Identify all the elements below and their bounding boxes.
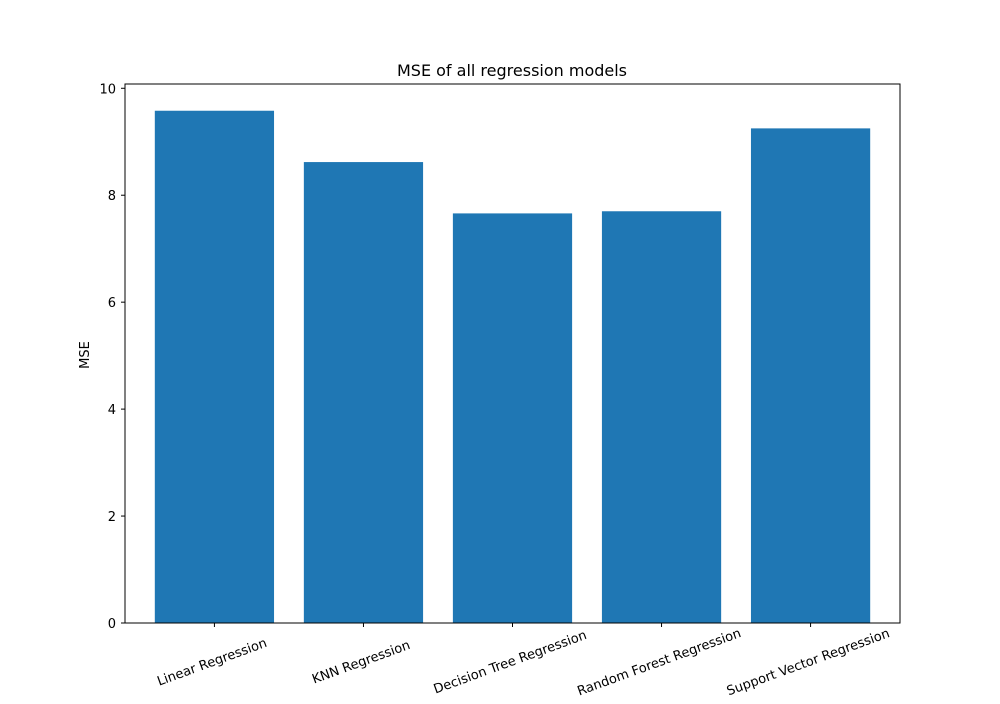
x-tick-label-0: Linear Regression bbox=[155, 636, 269, 690]
y-axis: 0 2 4 6 8 10 bbox=[99, 82, 125, 632]
y-tick-label-4: 8 bbox=[108, 189, 116, 204]
x-tick-label-1: KNN Regression bbox=[310, 638, 412, 687]
chart-title: MSE of all regression models bbox=[397, 61, 627, 80]
y-tick-label-5: 10 bbox=[99, 82, 116, 97]
x-tick-label-3: Random Forest Regression bbox=[575, 626, 743, 699]
x-axis: Linear Regression KNN Regression Decision … bbox=[155, 623, 892, 699]
y-tick-label-3: 6 bbox=[108, 296, 116, 311]
y-tick-label-2: 4 bbox=[108, 403, 116, 418]
plot-frame bbox=[124, 83, 901, 624]
bar-2 bbox=[452, 213, 573, 623]
y-axis-label: MSE bbox=[78, 341, 93, 369]
y-tick-label-1: 2 bbox=[108, 510, 116, 525]
bar-3 bbox=[601, 211, 722, 623]
bar-1 bbox=[303, 162, 424, 623]
x-tick-label-2: Decision Tree Regression bbox=[432, 628, 589, 697]
bar-0 bbox=[154, 110, 275, 624]
y-tick-label-0: 0 bbox=[108, 617, 116, 632]
bar-4 bbox=[750, 128, 871, 623]
x-tick-label-4: Support Vector Regression bbox=[725, 626, 892, 699]
bars-layer bbox=[154, 110, 871, 624]
